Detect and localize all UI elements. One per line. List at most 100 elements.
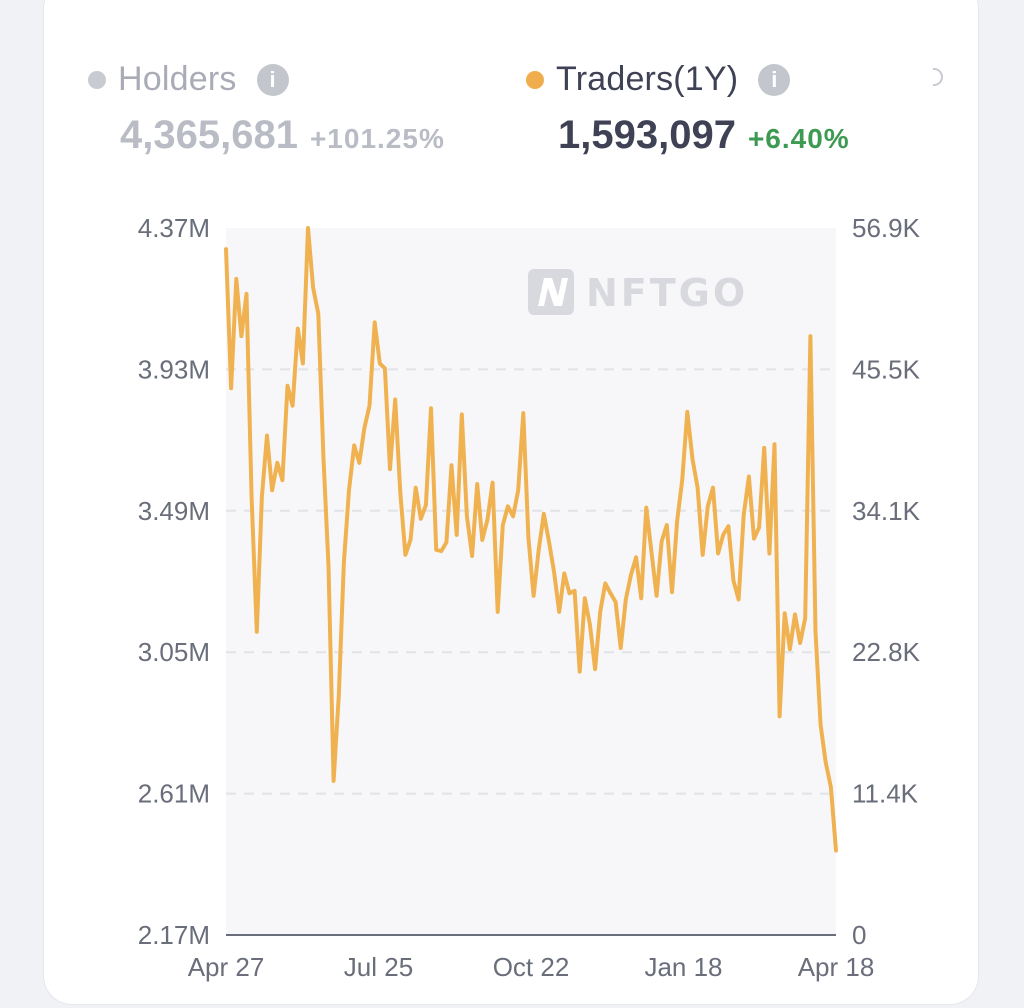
traders-data-point <box>726 524 730 528</box>
traders-data-point <box>521 411 525 415</box>
traders-data-point <box>778 714 782 718</box>
traders-data-point <box>737 598 741 601</box>
traders-data-point <box>245 292 248 296</box>
traders-data-point <box>491 481 495 485</box>
traders-data-point <box>224 247 228 251</box>
traders-series-line[interactable] <box>224 226 838 853</box>
traders-data-point <box>270 488 274 492</box>
traders-data-point <box>321 455 325 459</box>
traders-data-point <box>327 564 330 568</box>
traders-data-point <box>403 553 407 557</box>
traders-data-point <box>650 550 653 554</box>
left-axis-ticks: 4.37M 3.93M 3.49M 3.05M 2.61M 2.17M <box>138 213 210 950</box>
traders-data-point <box>675 519 679 523</box>
traders-data-point <box>603 581 607 585</box>
traders-data-point <box>255 630 259 634</box>
holders-stat: 4,365,681 +101.25% <box>120 113 445 158</box>
traders-data-point <box>280 478 284 482</box>
traders-data-point <box>716 552 720 555</box>
traders-data-point <box>470 554 474 558</box>
traders-data-point <box>788 647 792 651</box>
traders-info-icon[interactable]: i <box>758 63 791 96</box>
watermark-text: NFTGO <box>586 271 748 315</box>
traders-data-point <box>685 410 689 414</box>
traders-data-point <box>429 406 433 410</box>
traders-dot <box>526 70 544 89</box>
left-axis-tick-label: 2.61M <box>138 779 210 809</box>
traders-data-point <box>644 506 648 510</box>
traders-data-point <box>532 594 536 598</box>
traders-data-point <box>614 600 618 604</box>
traders-data-point <box>434 548 438 552</box>
traders-data-point <box>680 478 684 482</box>
traders-data-point <box>706 504 710 508</box>
traders-data-point <box>798 641 802 645</box>
legend-traders[interactable]: Traders(1Y) i <box>526 60 791 99</box>
traders-data-point <box>239 334 243 338</box>
traders-data-point <box>537 548 541 552</box>
grid-lines <box>226 368 836 795</box>
traders-data-point <box>542 512 546 516</box>
traders-data-point <box>337 693 341 697</box>
traders-data-point <box>552 570 556 574</box>
traders-data-point <box>747 475 751 478</box>
x-axis-tick-label: Jan 18 <box>644 952 722 982</box>
traders-change: +6.40% <box>747 123 850 154</box>
traders-data-point <box>762 446 766 450</box>
traders-data-point <box>378 361 382 365</box>
traders-data-point <box>455 533 459 537</box>
holders-label: Holders <box>118 60 237 98</box>
traders-data-point <box>398 491 402 495</box>
traders-data-point <box>316 312 320 316</box>
holders-info-icon[interactable]: i <box>256 63 289 96</box>
left-axis-tick-label: 2.17M <box>138 920 210 950</box>
traders-data-point <box>598 610 602 614</box>
traders-data-point <box>803 616 807 620</box>
holders-value: 4,365,681 <box>120 113 298 157</box>
traders-data-point <box>634 555 638 559</box>
traders-data-point <box>414 486 418 490</box>
traders-data-point <box>480 538 484 542</box>
right-axis-ticks: 56.9K 45.5K 34.1K 22.8K 11.4K 0 <box>852 213 921 950</box>
x-axis-tick-label: Jul 25 <box>344 952 413 982</box>
traders-data-point <box>368 404 371 408</box>
traders-data-point <box>465 514 469 518</box>
left-axis-tick-label: 4.37M <box>138 213 210 243</box>
traders-series-points <box>224 226 838 852</box>
traders-data-point <box>834 849 838 852</box>
traders-data-point <box>819 723 823 727</box>
traders-data-point <box>362 426 366 430</box>
right-axis-tick-label: 22.8K <box>852 637 921 667</box>
traders-data-point <box>742 513 746 517</box>
traders-data-point <box>562 571 566 575</box>
traders-data-point <box>619 646 623 650</box>
traders-data-point <box>691 457 694 461</box>
traders-data-point <box>485 518 489 522</box>
holders-change: +101.25% <box>309 123 445 154</box>
traders-data-point <box>250 496 254 500</box>
traders-data-point <box>511 514 515 518</box>
traders-data-point <box>444 540 448 544</box>
legend-overflow-dot[interactable] <box>933 68 943 86</box>
traders-data-point <box>496 610 500 614</box>
traders-data-point <box>409 538 412 542</box>
traders-data-point <box>388 467 392 471</box>
traders-data-point <box>265 434 269 437</box>
traders-data-point <box>526 535 530 539</box>
traders-data-point <box>660 539 664 543</box>
legend-holders[interactable]: Holders i <box>88 60 289 99</box>
traders-data-point <box>296 327 300 331</box>
traders-data-point <box>475 482 479 486</box>
x-axis-tick-label: Apr 27 <box>188 952 265 982</box>
traders-data-point <box>609 591 612 595</box>
traders-data-point <box>352 443 356 447</box>
traders-data-point <box>419 517 423 521</box>
traders-data-point <box>567 591 571 595</box>
right-axis-tick-label: 56.9K <box>852 213 921 243</box>
traders-label: Traders(1Y) <box>556 60 739 98</box>
traders-data-point <box>332 779 336 783</box>
traders-data-point <box>578 670 582 674</box>
traders-data-point <box>824 760 828 764</box>
right-axis-tick-label: 11.4K <box>852 779 919 809</box>
